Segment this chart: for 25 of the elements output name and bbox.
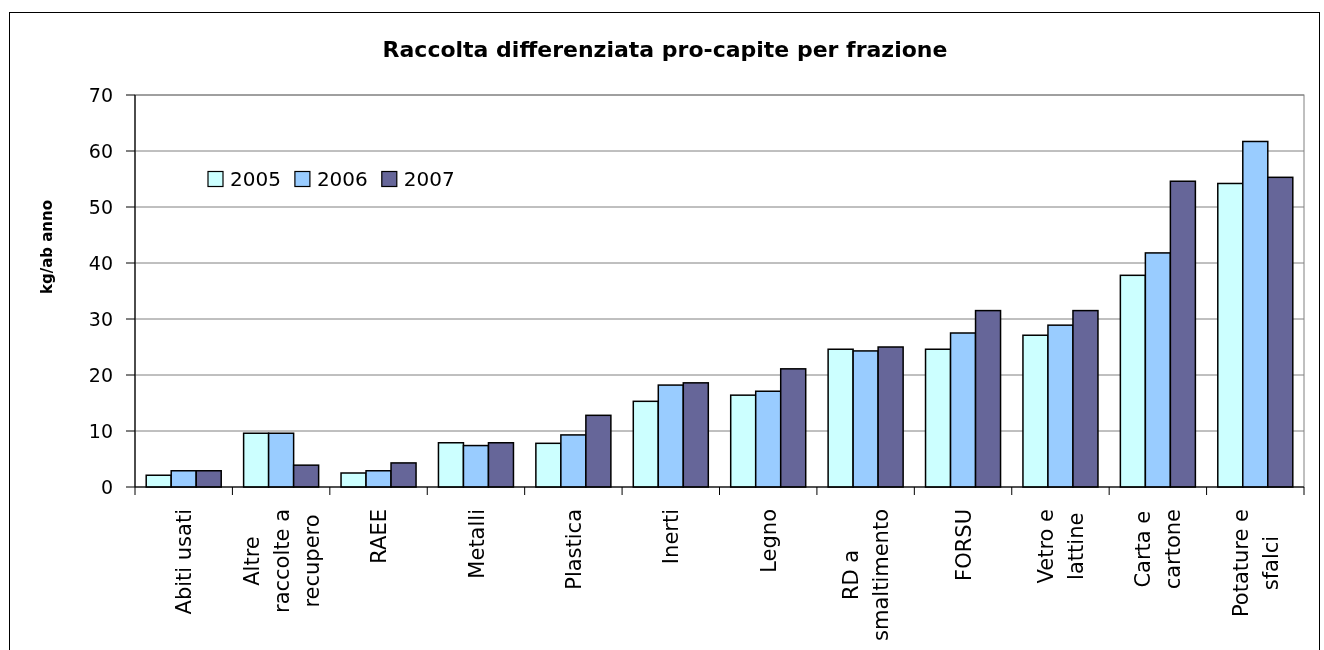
- x-tick-label: Vetro e lattine: [1034, 508, 1089, 584]
- y-tick-label: 30: [88, 307, 113, 330]
- y-tick-label: 40: [88, 251, 113, 274]
- y-tick-label: 10: [88, 419, 113, 442]
- legend-label: 2005: [230, 167, 281, 192]
- x-tick-label: Metalli: [464, 508, 489, 579]
- x-tick-label: Plastica: [561, 509, 586, 590]
- y-tick-label: 50: [88, 195, 113, 218]
- x-tick-label: Potature e sfalci: [1228, 508, 1283, 618]
- y-tick-label: 0: [100, 475, 113, 498]
- x-tick-label: FORSU: [951, 509, 976, 581]
- legend-label: 2006: [316, 167, 368, 192]
- legend-label: 2007: [403, 167, 455, 192]
- chart-title: Raccolta differenziata pro-capite per frazione: [382, 37, 948, 62]
- x-tick-label: RAEE: [367, 508, 392, 564]
- x-tick-label: Abiti usati: [172, 509, 197, 615]
- y-tick-label: 60: [88, 139, 113, 162]
- y-tick-label: 20: [88, 363, 113, 386]
- x-tick-label: Altre raccolte a recupero: [239, 509, 324, 613]
- y-tick-label: 70: [88, 83, 113, 106]
- x-tick-label: RD a smaltimento: [839, 509, 894, 641]
- x-tick-label: Carta e cartone: [1131, 508, 1186, 590]
- y-axis-title: kg/ab anno: [38, 199, 56, 295]
- x-tick-label: Inerti: [659, 509, 684, 565]
- x-tick-label: Legno: [756, 508, 781, 573]
